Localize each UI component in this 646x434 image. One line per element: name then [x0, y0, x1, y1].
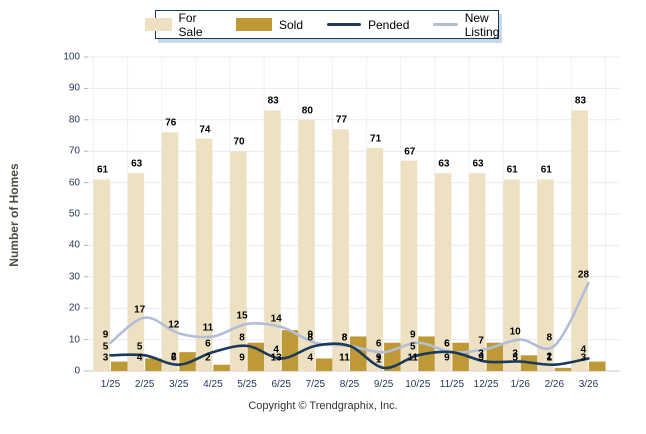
pended-line-swatch-icon [327, 23, 361, 26]
legend-item-pended: Pended [327, 18, 409, 32]
bar [571, 110, 588, 371]
bar [264, 110, 281, 371]
bar [230, 151, 247, 371]
bar [315, 358, 333, 371]
chart-legend: For Sale Sold Pended New Listing [144, 10, 499, 39]
new-listing-line-swatch-icon [433, 23, 458, 26]
bar [588, 361, 606, 371]
bar [452, 342, 469, 371]
bar [127, 173, 145, 371]
bar [349, 336, 367, 371]
legend-label: Sold [278, 17, 303, 32]
bar [503, 179, 520, 371]
copyright-footer: Copyright © Trendgraphix, Inc. [248, 400, 398, 412]
bar [469, 173, 486, 371]
bar [400, 160, 418, 371]
bar [332, 129, 349, 371]
bar [93, 179, 110, 371]
bar [111, 361, 128, 371]
bar [366, 148, 384, 371]
pended-line [109, 342, 590, 370]
sold-swatch-icon [235, 18, 272, 31]
bar [298, 119, 315, 371]
bar [195, 138, 213, 371]
legend-label: For Sale [178, 10, 203, 39]
bar [537, 179, 554, 371]
bar [213, 364, 230, 371]
legend-item-for-sale: For Sale [144, 10, 212, 39]
legend-item-new-listing: New Listing [433, 11, 509, 39]
bar [161, 132, 179, 371]
legend-label: New Listing [464, 10, 500, 39]
bar [145, 358, 162, 371]
bar [486, 342, 504, 371]
legend-label: Pended [368, 17, 410, 32]
bar [554, 367, 572, 371]
for-sale-swatch-icon [144, 18, 172, 31]
bar [434, 173, 452, 371]
legend-item-sold: Sold [235, 17, 303, 32]
bar [281, 330, 299, 371]
